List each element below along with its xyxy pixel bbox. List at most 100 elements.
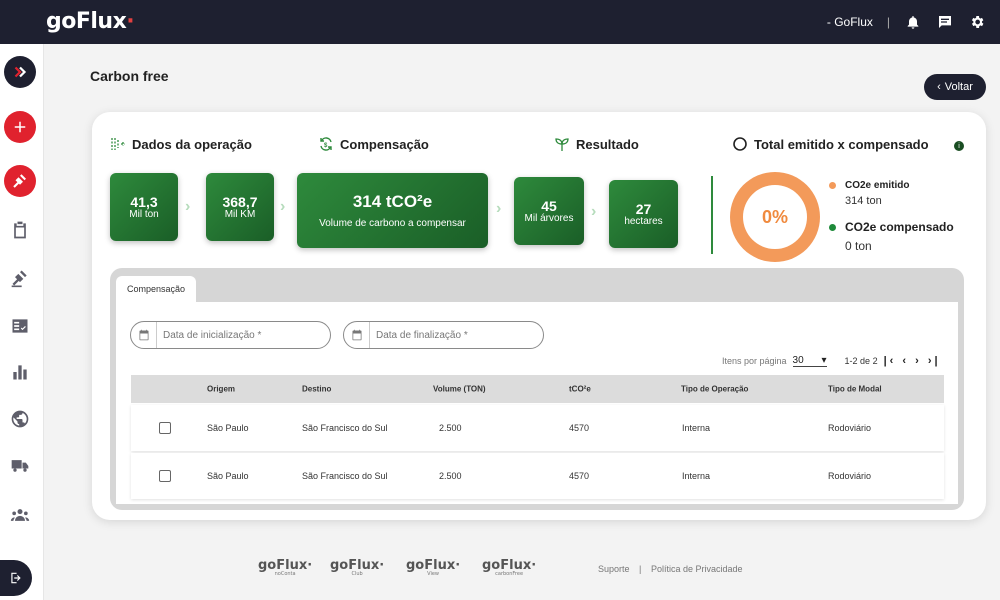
column-header[interactable]: Volume (TON) <box>433 384 486 394</box>
logout-button[interactable] <box>0 560 32 596</box>
chevron-right-icon: › <box>496 200 502 217</box>
stat-distance: 368,7 Mil KM <box>206 173 274 241</box>
legend-emitted-label: CO2e emitido <box>845 180 910 191</box>
bar-chart-icon <box>13 365 27 380</box>
calendar-icon[interactable] <box>344 322 370 348</box>
table-row[interactable]: São Paulo São Francisco do Sul 2.500 457… <box>131 453 944 499</box>
plus-icon <box>14 121 26 133</box>
sidebar-add-button[interactable] <box>4 111 36 143</box>
per-page-label: Itens por página <box>722 356 787 366</box>
emitted-vs-compensated-donut: 0% <box>730 172 820 262</box>
last-page-icon[interactable]: ›| <box>927 355 941 367</box>
donut-percent: 0% <box>761 206 788 227</box>
truck-icon <box>11 460 29 472</box>
sidebar-auction-button[interactable] <box>4 165 36 197</box>
row-checkbox[interactable] <box>159 470 171 482</box>
cell-destino: São Francisco do Sul <box>302 423 388 433</box>
stat-tonnage: 41,3 Mil ton <box>110 173 178 241</box>
sidebar-item-truck[interactable] <box>8 454 32 478</box>
end-date-field[interactable]: Data de finalização * <box>343 321 544 349</box>
sidebar-item-gavel[interactable] <box>8 266 32 290</box>
sidebar-item-reports[interactable] <box>8 360 32 384</box>
user-name[interactable]: - GoFlux <box>826 15 873 29</box>
legend-emitted-dot <box>829 182 836 189</box>
footer-separator: | <box>639 564 642 574</box>
column-header[interactable]: Tipo de Modal <box>828 384 882 394</box>
svg-text:$: $ <box>324 143 328 149</box>
legend-compensated-label: CO2e compensado <box>845 220 954 234</box>
row-checkbox[interactable] <box>159 422 171 434</box>
top-bar: goFlux· - GoFlux | <box>0 0 1000 44</box>
calendar-icon[interactable] <box>131 322 157 348</box>
page-title: Carbon free <box>90 68 169 84</box>
section-compensacao: $ Compensação <box>318 136 429 152</box>
info-icon[interactable]: i <box>954 141 964 151</box>
footer-logo-club[interactable]: goFlux· Club <box>330 558 385 577</box>
table-row[interactable]: São Paulo São Francisco do Sul 2.500 457… <box>131 405 944 451</box>
stat-hectares: 27 hectares <box>609 180 678 248</box>
column-header[interactable]: Origem <box>207 384 236 394</box>
table-header: Origem Destino Volume (TON) tCO²e Tipo d… <box>131 375 944 403</box>
next-page-icon[interactable]: › <box>915 355 922 367</box>
column-header[interactable]: tCO²e <box>569 384 591 394</box>
gavel-icon <box>13 174 26 188</box>
start-date-placeholder: Data de inicialização * <box>163 329 262 341</box>
bell-icon[interactable] <box>904 13 922 31</box>
gavel-outline-icon <box>11 270 27 288</box>
stat-co2-volume: 314 tCO²e Volume de carbono a compensar <box>297 173 488 248</box>
divider <box>711 176 713 254</box>
prev-page-icon[interactable]: ‹ <box>902 355 910 367</box>
chevron-right-icon: › <box>280 198 286 215</box>
cell-origem: São Paulo <box>207 471 249 481</box>
sidebar-item-checklist[interactable] <box>8 314 32 338</box>
clipboard-icon <box>14 221 26 239</box>
section-total: Total emitido x compensado <box>732 136 929 152</box>
start-date-field[interactable]: Data de inicialização * <box>130 321 331 349</box>
operations-icon <box>111 138 125 150</box>
support-link[interactable]: Suporte <box>598 564 630 574</box>
column-header[interactable]: Destino <box>302 384 332 394</box>
cell-tco2e: 4570 <box>569 423 590 433</box>
column-header[interactable]: Tipo de Operação <box>681 384 749 394</box>
sprout-icon <box>555 138 569 151</box>
chat-icon[interactable] <box>936 13 954 31</box>
sidebar-expand-button[interactable] <box>4 56 36 88</box>
footer-logo-view[interactable]: goFlux· View <box>406 558 461 577</box>
cell-tipo-operacao: Interna <box>682 471 711 481</box>
cell-volume: 2.500 <box>439 471 462 481</box>
double-chevron-right-icon <box>14 66 27 78</box>
legend-compensated-value: 0 ton <box>845 239 872 253</box>
cell-tipo-operacao: Interna <box>682 423 711 433</box>
footer-logo-carbonfree[interactable]: goFlux· carbonFree <box>482 558 537 577</box>
per-page-select[interactable]: 30 ▾ <box>792 355 827 367</box>
back-button[interactable]: ‹ Voltar <box>924 74 986 100</box>
sidebar-item-team[interactable] <box>8 503 32 527</box>
legend-compensated-dot <box>829 224 836 231</box>
logout-icon <box>11 572 21 584</box>
first-page-icon[interactable]: |‹ <box>883 355 897 367</box>
cell-tipo-modal: Rodoviário <box>828 423 872 433</box>
end-date-placeholder: Data de finalização * <box>376 329 468 341</box>
cell-tco2e: 4570 <box>569 471 590 481</box>
cell-origem: São Paulo <box>207 423 249 433</box>
app-logo[interactable]: goFlux· <box>46 9 135 34</box>
section-resultado: Resultado <box>554 136 639 152</box>
gear-icon[interactable] <box>968 13 986 31</box>
compensation-cycle-icon: $ <box>320 137 332 151</box>
tab-compensacao[interactable]: Compensação <box>116 276 196 302</box>
privacy-policy-link[interactable]: Política de Privacidade <box>651 564 743 574</box>
cell-destino: São Francisco do Sul <box>302 471 388 481</box>
chevron-right-icon: › <box>591 203 597 220</box>
ring-icon <box>733 137 747 151</box>
sidebar-item-globe[interactable] <box>8 407 32 431</box>
globe-icon <box>11 410 29 428</box>
cell-volume: 2.500 <box>439 423 462 433</box>
footer-logo-noconta[interactable]: goFlux· noConta <box>258 558 313 577</box>
sidebar-item-clipboard[interactable] <box>8 218 32 242</box>
checklist-icon <box>12 319 28 333</box>
sidebar <box>0 44 44 600</box>
page-range: 1-2 de 2 <box>844 356 878 366</box>
section-dados: Dados da operação <box>110 136 252 152</box>
caret-down-icon: ▾ <box>821 355 827 366</box>
legend-emitted-value: 314 ton <box>845 195 882 207</box>
